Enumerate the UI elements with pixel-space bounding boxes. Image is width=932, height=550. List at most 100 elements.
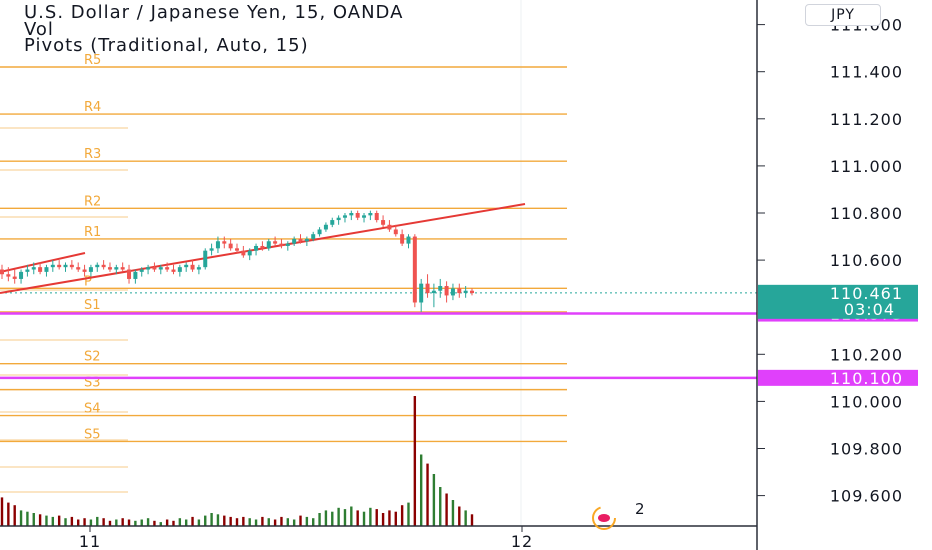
volume-bar: [153, 520, 156, 526]
volume-bar: [407, 502, 410, 526]
candle-body: [349, 213, 354, 216]
pivot-label-s1: S1: [84, 298, 101, 313]
volume-bar: [413, 396, 417, 526]
volume-bar: [343, 509, 347, 526]
volume-bar: [115, 519, 118, 526]
candle-body: [196, 267, 201, 270]
candle-body: [470, 290, 474, 294]
candle-body: [387, 224, 392, 230]
candle-body: [355, 213, 360, 218]
volume-bar: [267, 518, 270, 526]
volume-bar: [426, 463, 429, 526]
alert-marker[interactable]: 2: [584, 500, 645, 530]
volume-bar: [210, 513, 213, 526]
pivot-label-s4: S4: [84, 402, 101, 417]
candle-body: [31, 267, 36, 270]
volume-bar: [165, 519, 169, 526]
candle-body: [114, 267, 119, 270]
volume-bar: [356, 510, 359, 526]
candle-body: [69, 264, 74, 268]
volume-bar: [96, 516, 99, 526]
volume-bar: [0, 497, 4, 526]
volume-bar: [57, 515, 61, 526]
volume-bar: [70, 516, 74, 526]
trendline-left[interactable]: [0, 252, 86, 273]
volume-bar: [191, 516, 194, 526]
line-price-badge: [758, 369, 918, 386]
candle-body: [450, 288, 455, 296]
volume-bar: [26, 511, 29, 526]
volume-bar: [89, 519, 93, 526]
volume-bar: [286, 518, 290, 526]
y-tick-label: 109.600: [830, 487, 903, 506]
volume-bar: [299, 515, 302, 526]
candle-body: [44, 267, 49, 272]
candle-body: [107, 267, 112, 270]
volume-bar: [470, 514, 474, 526]
volume-bar: [45, 515, 48, 526]
pivot-label-p: P: [84, 274, 92, 289]
volume-bar: [178, 518, 182, 526]
volume-bar: [458, 506, 461, 526]
candle-body: [120, 267, 125, 270]
volume-bar: [318, 513, 321, 526]
candle-body: [222, 241, 227, 244]
candle-body: [235, 248, 239, 251]
candle-body: [431, 290, 436, 294]
line-price-badge-label: 110.100: [830, 369, 903, 388]
volume-bar: [13, 505, 16, 526]
candle-body: [311, 234, 316, 239]
volume-bar: [19, 510, 23, 526]
candle-body: [323, 224, 328, 230]
candle-body: [419, 283, 424, 303]
x-tick-label: 11: [79, 532, 101, 550]
alert-clock-icon: [592, 506, 616, 530]
volume-bar: [451, 500, 455, 526]
candle-body: [184, 264, 189, 268]
volume-bar: [362, 511, 366, 526]
bar-countdown-label: 03:04: [844, 300, 895, 319]
volume-bar: [146, 518, 150, 526]
candle-body: [330, 220, 335, 225]
volume-bar: [229, 516, 232, 526]
candle-body: [266, 241, 271, 249]
candle-body: [0, 269, 4, 275]
candle-body: [215, 241, 220, 249]
candle-body: [38, 267, 43, 272]
volume-bar: [38, 514, 42, 526]
pivot-label-r1: R1: [84, 225, 101, 240]
candle-body: [146, 267, 151, 270]
pivots-indicator-label[interactable]: Pivots (Traditional, Auto, 15): [24, 35, 309, 56]
volume-bar: [32, 513, 35, 526]
candle-body: [12, 276, 17, 279]
volume-bar: [432, 474, 436, 526]
volume-bar: [388, 510, 391, 526]
symbol-title[interactable]: U.S. Dollar / Japanese Yen, 15, OANDA: [24, 2, 404, 23]
candle-body: [101, 264, 106, 268]
candle-body: [444, 286, 449, 296]
candle-body: [273, 241, 278, 244]
candle-body: [228, 243, 233, 249]
candle-body: [260, 245, 265, 249]
candle-body: [412, 236, 417, 303]
price-axis[interactable]: [757, 0, 932, 550]
volume-bar: [350, 506, 353, 526]
volume-bar: [261, 516, 264, 526]
candle-body: [400, 234, 405, 244]
candle-body: [393, 229, 398, 235]
y-tick-label: 111.400: [830, 63, 903, 82]
candle-body: [63, 264, 68, 268]
pivot-label-r2: R2: [84, 194, 101, 209]
candle-body: [177, 267, 182, 272]
y-tick-label: 111.000: [830, 157, 903, 176]
candle-body: [381, 220, 386, 225]
volume-bar: [375, 509, 378, 526]
candle-body: [88, 267, 93, 272]
candle-body: [76, 267, 81, 270]
candle-body: [285, 243, 290, 246]
alert-count: 2: [635, 500, 645, 518]
y-tick-label: 110.800: [830, 204, 903, 223]
volume-indicator-label[interactable]: Vol: [24, 19, 54, 40]
currency-button[interactable]: JPY: [805, 4, 881, 26]
